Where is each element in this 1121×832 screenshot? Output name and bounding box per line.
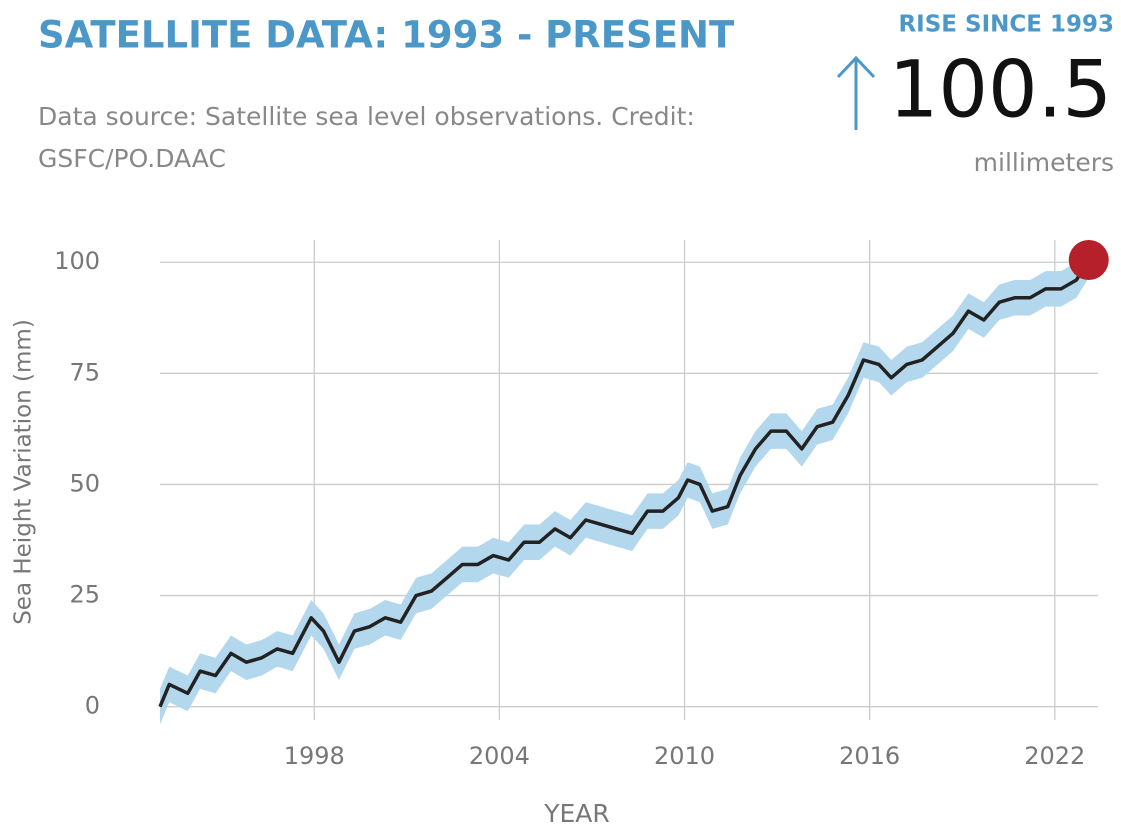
x-tick-label: 2004 bbox=[469, 742, 530, 770]
headline-unit: millimeters bbox=[974, 148, 1114, 177]
data-line bbox=[158, 259, 1091, 708]
y-tick-label: 100 bbox=[54, 247, 100, 275]
x-axis-title: YEAR bbox=[543, 799, 610, 828]
y-tick-label: 0 bbox=[85, 692, 100, 720]
chart-title: SATELLITE DATA: 1993 - PRESENT bbox=[38, 14, 735, 57]
y-tick-label: 25 bbox=[69, 581, 100, 609]
headline-label: RISE SINCE 1993 bbox=[898, 12, 1114, 38]
uncertainty-band bbox=[160, 242, 1089, 725]
x-tick-label: 2016 bbox=[839, 742, 900, 770]
y-axis-title: Sea Height Variation (mm) bbox=[11, 319, 37, 625]
headline-value: 100.5 bbox=[889, 45, 1112, 135]
subtitle-box: Data source: Satellite sea level observa… bbox=[38, 102, 695, 173]
chart-subtitle: Data source: Satellite sea level observa… bbox=[38, 102, 695, 173]
x-tick-label: 1998 bbox=[284, 742, 345, 770]
x-tick-label: 2022 bbox=[1024, 742, 1085, 770]
latest-marker bbox=[1068, 240, 1109, 280]
y-tick-label: 50 bbox=[69, 469, 100, 497]
x-tick-label: 2010 bbox=[654, 742, 715, 770]
y-tick-label: 75 bbox=[69, 358, 100, 386]
up-arrow bbox=[836, 55, 876, 130]
